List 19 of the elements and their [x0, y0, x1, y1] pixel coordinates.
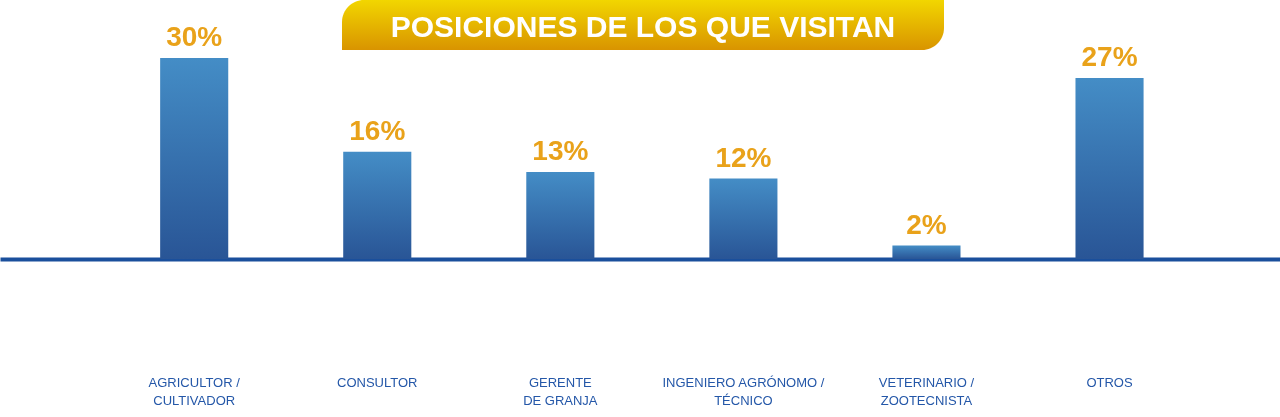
bar	[892, 245, 961, 259]
data-label: 13%	[532, 134, 589, 166]
bar	[526, 171, 595, 259]
x-tick-label: GERENTE DE GRANJA	[523, 374, 598, 408]
data-label: 30%	[166, 21, 223, 52]
data-label: 16%	[349, 114, 406, 146]
data-label: 27%	[1081, 41, 1138, 73]
bar	[343, 151, 412, 259]
bar	[160, 58, 229, 259]
x-tick-label: AGRICULTOR / CULTIVADOR	[148, 374, 241, 408]
x-tick-label: VETERINARIO / ZOOTECNISTA	[878, 374, 975, 408]
data-label: 12%	[715, 141, 772, 173]
bar	[709, 178, 778, 259]
chart-title: POSICIONES DE LOS QUE VISITAN	[390, 10, 896, 43]
bar	[1075, 78, 1144, 259]
x-tick-label: INGENIERO AGRÓNOMO / TÉCNICO	[662, 374, 825, 408]
x-tick-label: CONSULTOR	[337, 374, 418, 390]
data-label: 2%	[906, 208, 947, 240]
x-tick-label: OTROS	[1086, 374, 1133, 390]
